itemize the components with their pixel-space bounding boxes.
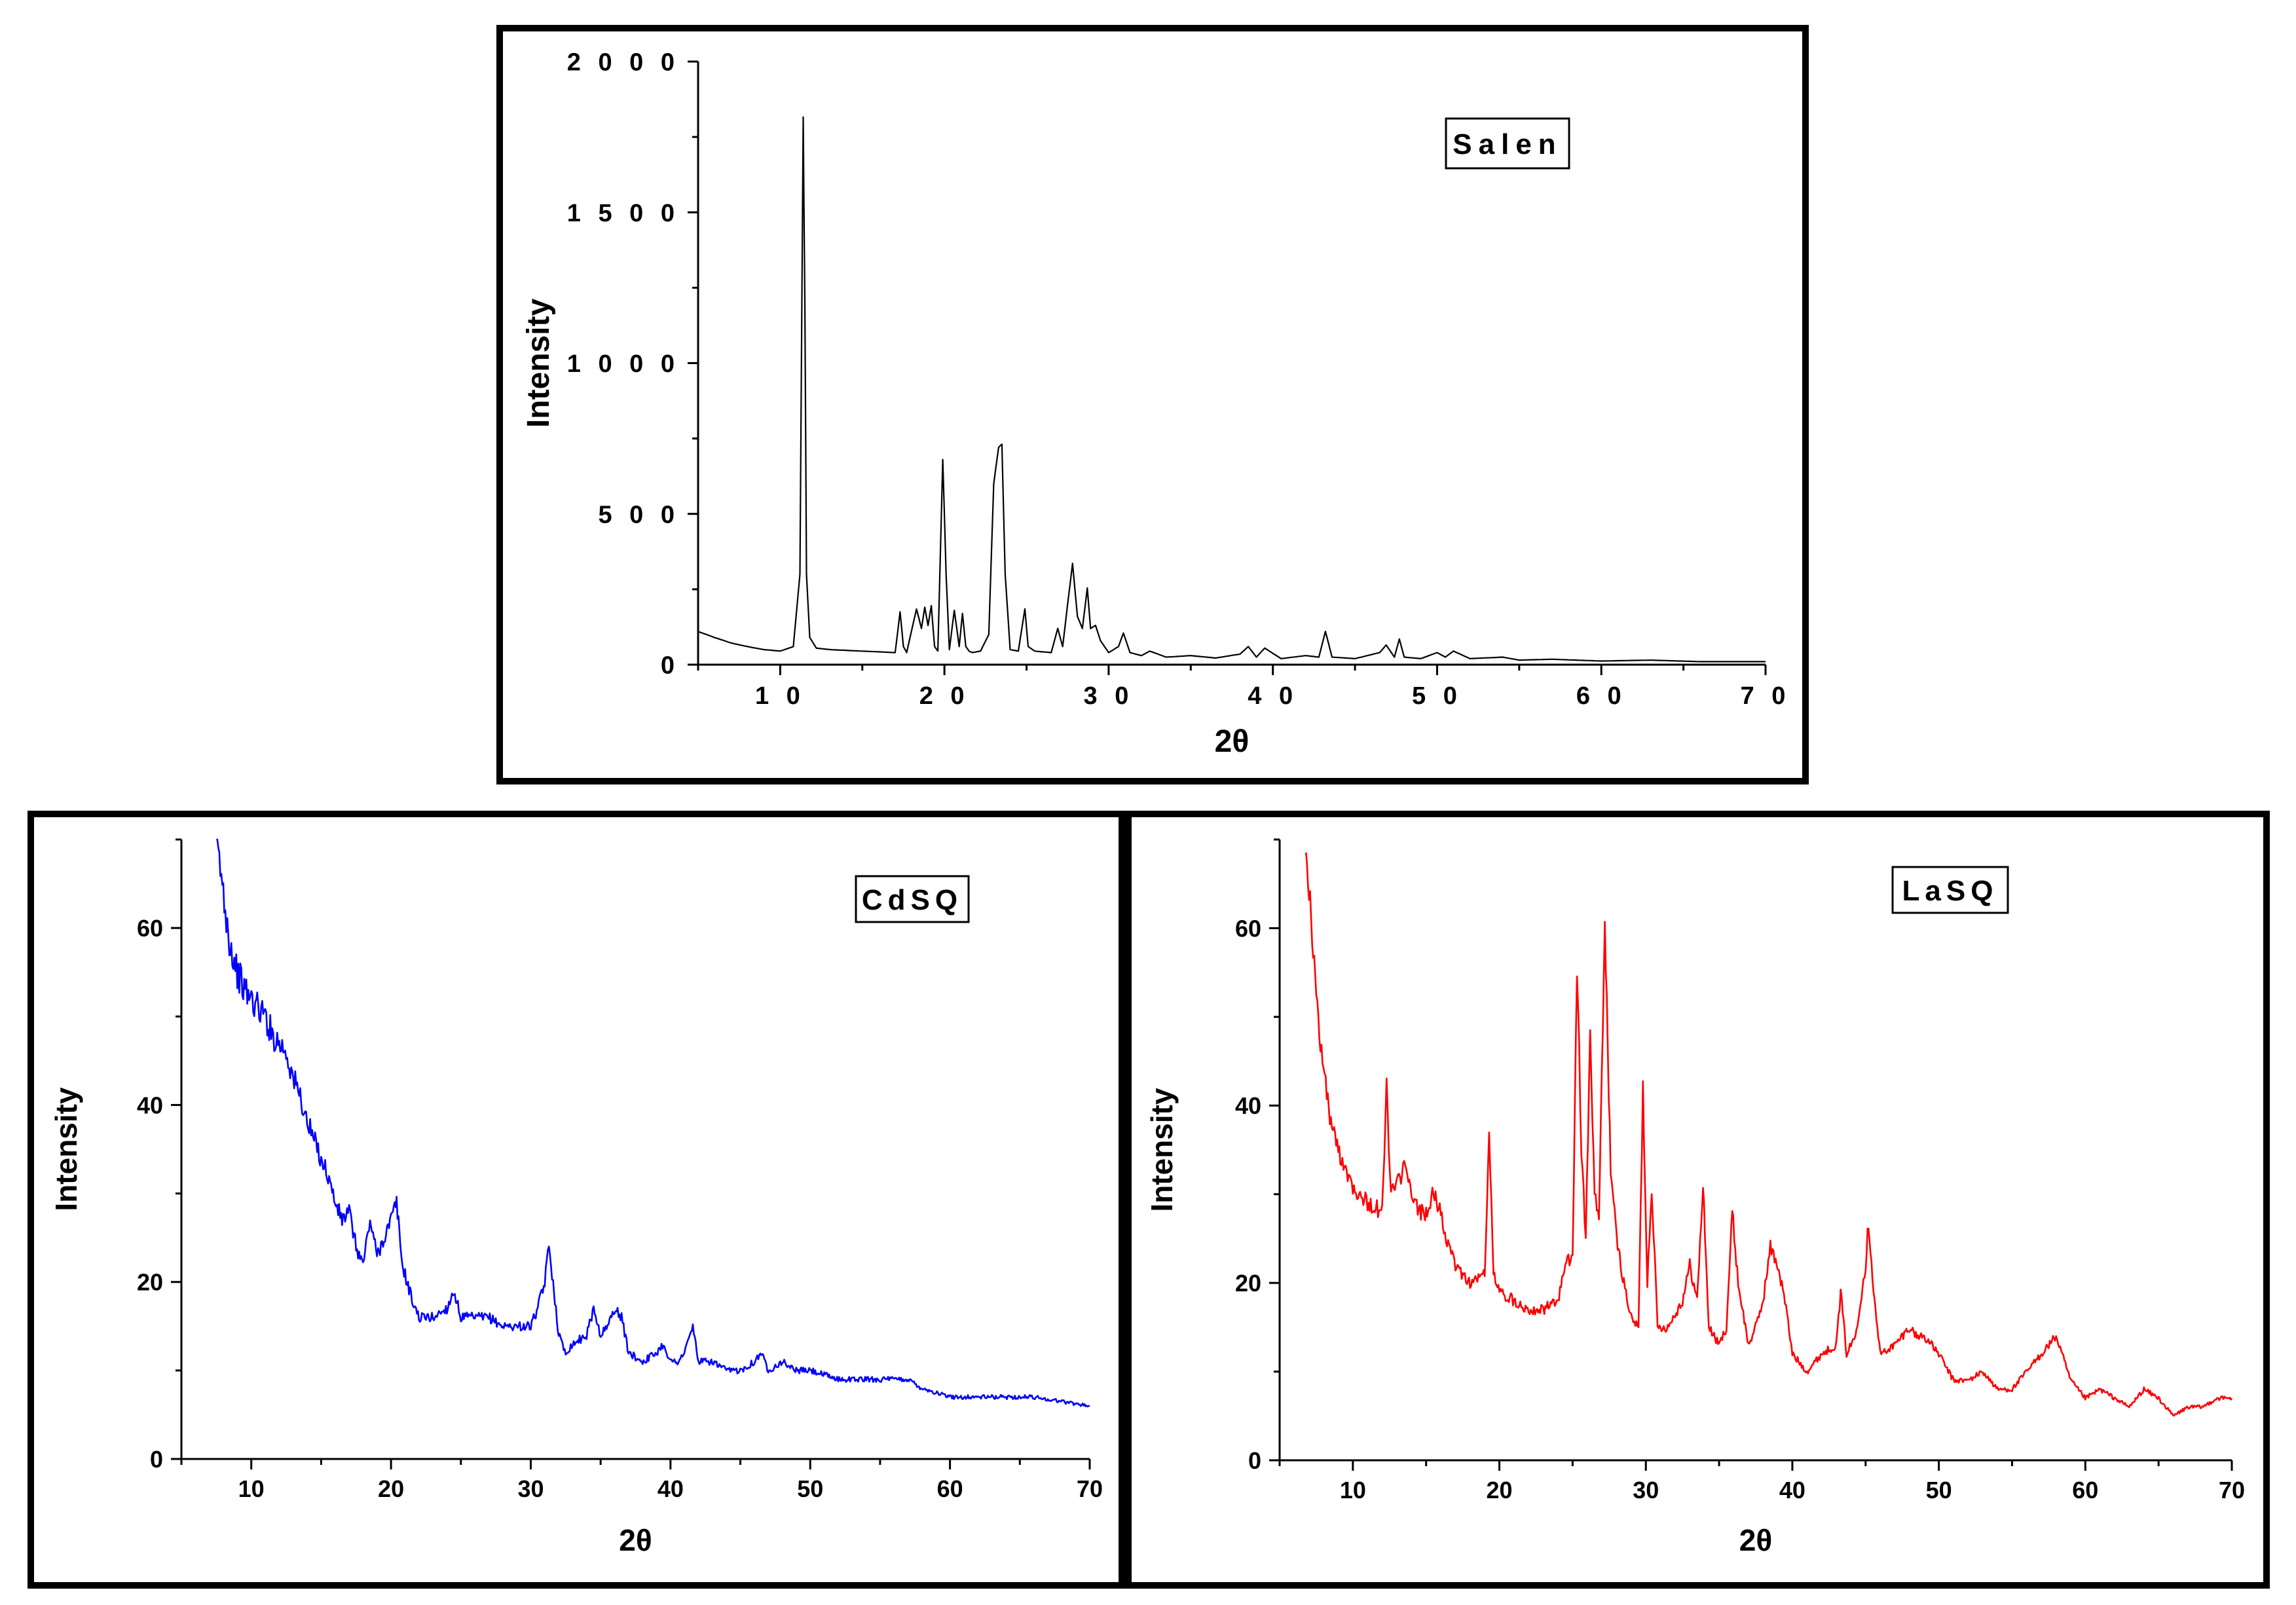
x-tick-label: 3 0 [1084,682,1134,710]
x-tick-label: 40 [1779,1477,1805,1504]
y-axis-label: Intensity [1145,1088,1179,1212]
cdsq-chart: 10 20 30 40 50 60 70 0 20 40 60 2θ Intensity CdSQ [28,811,1125,1589]
x-tick-label: 6 0 [1576,682,1627,710]
series-line-cdsq [216,838,1090,1408]
y-tick-label: 1 0 0 0 [567,350,680,378]
x-tick-label: 2 0 [919,682,970,710]
salen-panel: 1 0 2 0 3 0 4 0 5 0 6 0 7 0 0 5 0 0 1 0 0 0 1 5 0 … [496,25,1809,784]
legend-label: CdSQ [862,884,963,916]
y-tick-label: 60 [1235,915,1261,942]
x-tick-label: 30 [517,1475,544,1502]
panel-frame [28,811,1125,1589]
salen-chart: 1 0 2 0 3 0 4 0 5 0 6 0 7 0 0 5 0 0 1 0 0 0 1 5 0 … [496,25,1809,784]
y-tick-label: 20 [1235,1270,1261,1297]
lasq-chart: 10 20 30 40 50 60 70 0 20 40 60 2θ Intensity LaSQ [1125,811,2270,1589]
x-tick-label: 70 [1077,1475,1103,1502]
x-tick-label: 30 [1633,1477,1659,1504]
x-tick-label: 50 [1926,1477,1952,1504]
y-tick-label: 2 0 0 0 [567,49,680,77]
x-tick-label: 40 [657,1475,684,1502]
x-tick-label: 60 [937,1475,963,1502]
panel-frame [1125,811,2270,1589]
y-tick-label: 40 [1235,1092,1261,1119]
y-axis-label: Intensity [521,299,556,428]
cdsq-panel: 10 20 30 40 50 60 70 0 20 40 60 2θ Intensity CdSQ [28,811,1125,1589]
x-tick-label: 4 0 [1248,682,1298,710]
x-tick-label: 50 [797,1475,823,1502]
y-tick-label: 0 [661,652,680,680]
y-axis-label: Intensity [49,1087,83,1211]
y-tick-label: 0 [1248,1447,1261,1474]
x-tick-label: 20 [378,1475,404,1502]
y-tick-label: 40 [137,1092,163,1118]
legend-label: Salen [1453,128,1562,160]
x-tick-label: 20 [1487,1477,1513,1504]
x-tick-label: 10 [1340,1477,1366,1504]
x-tick-label: 1 0 [755,682,805,710]
x-axis-label: 2θ [1215,724,1250,759]
y-tick-label: 0 [150,1446,163,1473]
y-tick-label: 1 5 0 0 [567,200,680,227]
legend-box [1891,866,2009,914]
series-line-lasq [1305,852,2233,1417]
series-line-salen [697,116,1766,663]
x-tick-label: 60 [2072,1477,2098,1504]
legend-box [1445,117,1570,170]
legend-box [855,875,970,923]
x-axis-label: 2θ [1739,1523,1772,1557]
y-tick-label: 20 [137,1269,163,1296]
x-tick-label: 70 [2219,1477,2245,1504]
y-tick-label: 60 [137,915,163,942]
y-tick-label: 5 0 0 [598,501,680,528]
panel-frame [496,25,1809,784]
x-axis-label: 2θ [619,1523,652,1557]
x-tick-label: 7 0 [1741,682,1791,710]
lasq-panel: 10 20 30 40 50 60 70 0 20 40 60 2θ Intensity LaSQ [1125,811,2270,1589]
x-tick-label: 5 0 [1412,682,1462,710]
legend-label: LaSQ [1902,875,1999,907]
x-tick-label: 10 [238,1475,265,1502]
